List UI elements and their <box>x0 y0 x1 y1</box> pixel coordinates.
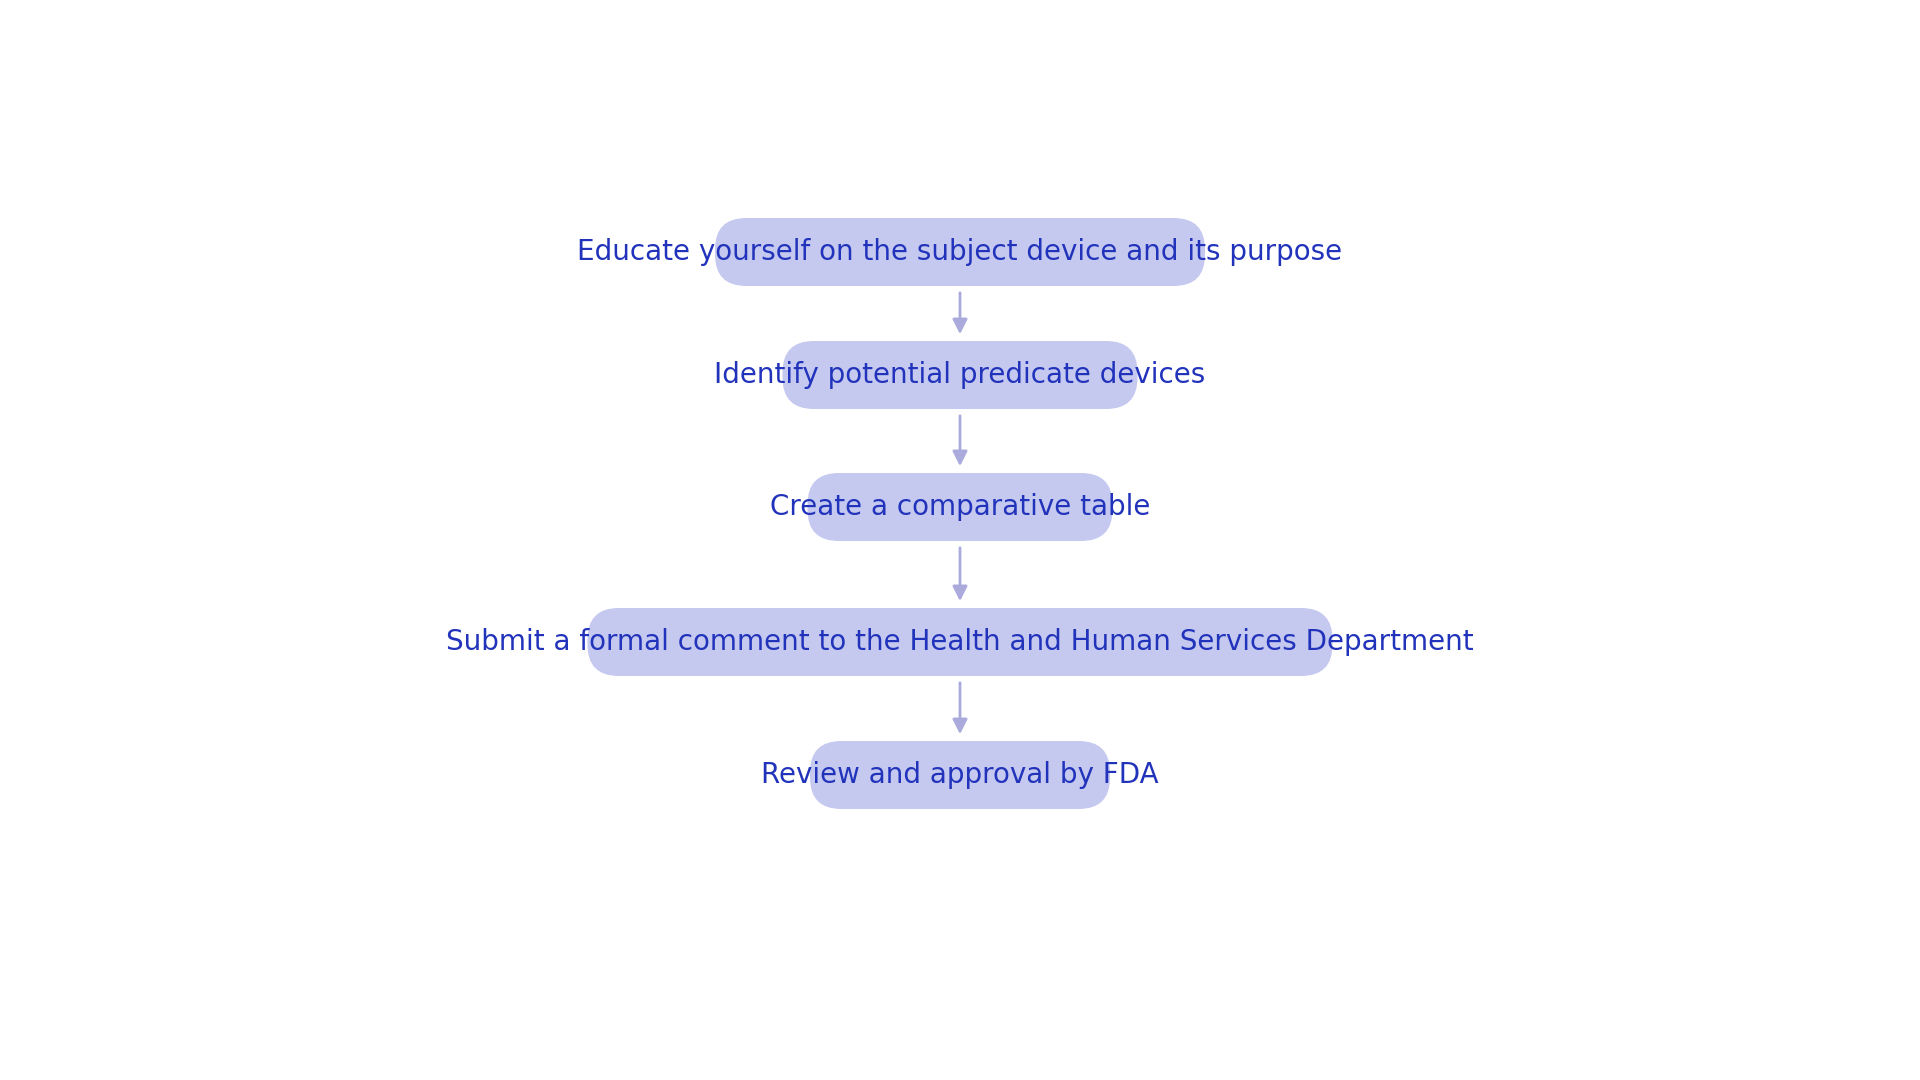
FancyBboxPatch shape <box>808 473 1112 541</box>
Text: Submit a formal comment to the Health and Human Services Department: Submit a formal comment to the Health an… <box>445 627 1475 656</box>
Text: Review and approval by FDA: Review and approval by FDA <box>760 761 1160 789</box>
FancyBboxPatch shape <box>783 341 1137 409</box>
Text: Educate yourself on the subject device and its purpose: Educate yourself on the subject device a… <box>578 238 1342 266</box>
Text: Identify potential predicate devices: Identify potential predicate devices <box>714 361 1206 389</box>
FancyBboxPatch shape <box>588 608 1332 676</box>
FancyBboxPatch shape <box>810 741 1110 809</box>
Text: Create a comparative table: Create a comparative table <box>770 492 1150 521</box>
FancyBboxPatch shape <box>714 218 1206 286</box>
